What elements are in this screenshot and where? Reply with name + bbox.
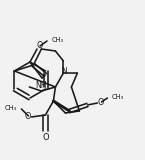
Text: O: O: [42, 133, 49, 143]
Text: O: O: [37, 40, 43, 49]
Text: N: N: [61, 67, 67, 76]
Text: O: O: [24, 112, 31, 120]
Text: O: O: [97, 97, 104, 107]
Text: CH₃: CH₃: [52, 37, 64, 43]
Text: CH₃: CH₃: [111, 94, 124, 100]
Text: NH: NH: [35, 80, 47, 89]
Text: CH₃: CH₃: [4, 105, 16, 111]
